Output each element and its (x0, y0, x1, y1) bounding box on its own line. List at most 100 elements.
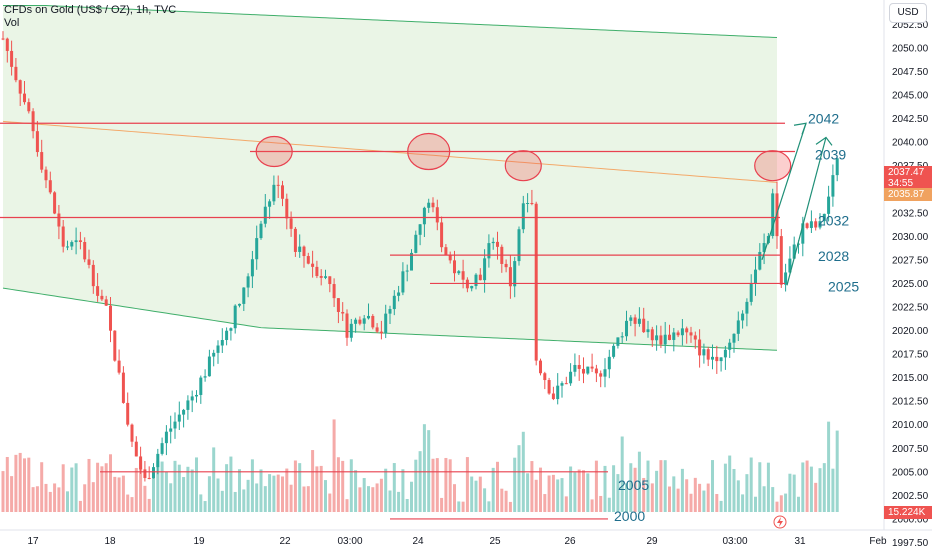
volume-bar (448, 459, 452, 512)
candle-body (779, 236, 783, 285)
volume-bar (758, 462, 762, 512)
candle-body (736, 320, 740, 334)
candle-body (650, 329, 654, 341)
candle-body (375, 327, 379, 332)
candle-body (530, 203, 534, 205)
last-price: 2037.47 (888, 167, 925, 178)
volume-bar (23, 458, 26, 512)
volume-bar (186, 466, 190, 512)
volume-bar (435, 458, 439, 512)
currency-button[interactable]: USD (889, 3, 927, 23)
candle-body (10, 50, 14, 67)
volume-bar (91, 482, 95, 512)
volume-bar (539, 467, 542, 512)
price-tick: 2012.50 (892, 397, 929, 408)
candle-body (831, 175, 835, 197)
volume-bar (556, 479, 560, 512)
volume-bar (392, 463, 396, 512)
volume-bar (358, 487, 362, 512)
volume-bar (190, 469, 194, 512)
volume-bar (801, 462, 805, 512)
candle-body (792, 244, 796, 259)
price-tick: 2017.50 (892, 350, 929, 361)
candle-body (306, 256, 310, 264)
volume-bar (831, 468, 835, 512)
volume-bar (401, 469, 405, 512)
volume-bar (736, 480, 740, 512)
candle-body (539, 360, 542, 374)
time-tick: 03:00 (337, 536, 362, 547)
candle-body (797, 243, 800, 245)
volume-bar (143, 485, 147, 512)
candle-body (139, 456, 143, 470)
candle-body (212, 352, 216, 357)
volume-bar (465, 457, 469, 512)
volume-bar (289, 484, 293, 512)
volume-bar (87, 458, 91, 512)
candle-body (18, 80, 22, 94)
candle-body (104, 299, 108, 306)
volume-bar (328, 493, 332, 512)
volume-bar (10, 476, 14, 512)
candle-body (401, 271, 405, 293)
volume-bar (160, 461, 164, 512)
candle-body (547, 380, 551, 394)
volume-bar (371, 487, 375, 512)
volume-bar (607, 497, 611, 512)
volume-bar (504, 490, 508, 512)
candle-body (255, 238, 259, 260)
volume-bar (109, 454, 112, 512)
volume-bar (422, 424, 426, 512)
volume-bar (453, 484, 456, 512)
volume-bar (259, 469, 263, 512)
candle-body (354, 319, 358, 324)
candle-body (741, 313, 745, 321)
volume-bar (83, 484, 87, 512)
candle-body (685, 328, 689, 333)
volume-bar (5, 456, 9, 512)
volume-bar (719, 500, 723, 512)
candle-body (362, 318, 366, 324)
candle-body (70, 242, 74, 247)
volume-bar (444, 457, 448, 512)
volume-bar (203, 501, 207, 512)
volume-bar (702, 490, 706, 512)
volume-bar (336, 457, 340, 512)
candle-body (126, 402, 130, 425)
last-price-tag: 2037.47 34:55 (884, 166, 932, 190)
channel-lower (2, 287, 778, 351)
volume-bar (139, 460, 143, 512)
volume-bar (483, 488, 487, 512)
candle-body (620, 336, 624, 338)
candle-body (268, 201, 272, 207)
volume-bar (311, 450, 315, 512)
channel-upper (3, 5, 778, 39)
arrow-head (815, 136, 833, 146)
volume-bar (117, 477, 121, 512)
volume-bar (633, 467, 637, 512)
channel-fill (3, 5, 777, 351)
volume-bar (470, 476, 474, 512)
volume-bar (500, 488, 504, 512)
candle-body (177, 414, 181, 422)
candle-body (749, 283, 753, 302)
price-tick: 2007.50 (892, 444, 929, 455)
candle-body (483, 258, 487, 281)
volume-bar (491, 467, 495, 512)
candle-body (435, 207, 439, 223)
price-tick: 2025.00 (892, 279, 929, 290)
candle-body (48, 180, 52, 193)
time-tick: 29 (646, 536, 658, 547)
candle-body (517, 229, 521, 262)
candle-body (427, 202, 431, 208)
candle-body (487, 243, 491, 259)
volume-bar (530, 461, 534, 512)
volume-bar (285, 468, 289, 512)
price-tick: 2015.00 (892, 373, 929, 384)
volume-bar (779, 495, 783, 512)
volume-bar (268, 474, 272, 512)
level-annotation: 2042 (808, 110, 839, 126)
level-annotation: 2000 (614, 508, 645, 524)
candle-body (53, 192, 57, 214)
